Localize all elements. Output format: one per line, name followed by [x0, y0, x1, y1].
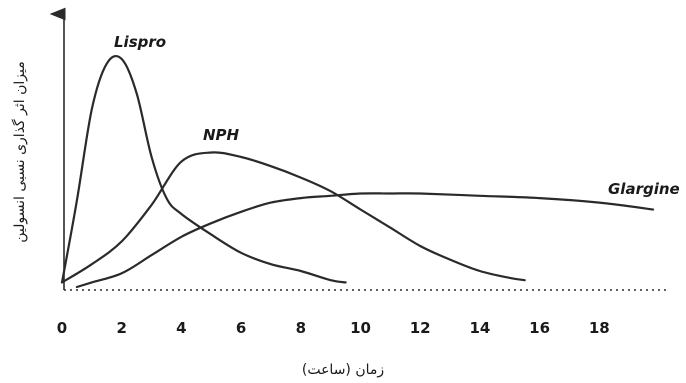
series-line-lispro [60, 54, 347, 284]
x-tick-label: 8 [296, 319, 306, 337]
x-tick-label: 12 [410, 319, 431, 337]
x-tick-label: 2 [116, 319, 126, 337]
x-tick-label: 18 [589, 319, 610, 337]
x-tick-label: 14 [469, 319, 490, 337]
x-axis-label: زمان (ساعت) [302, 362, 384, 378]
series-label-lispro: Lispro [114, 33, 166, 51]
x-tick-label: 4 [176, 319, 186, 337]
x-tick-label: 16 [529, 319, 550, 337]
series-line-glargine [75, 192, 655, 289]
series-label-nph: NPH [203, 126, 240, 144]
x-tick-labels: 0 2 4 6 8 10 12 14 16 18 [57, 319, 610, 337]
series-label-glargine: Glargine [608, 180, 680, 198]
x-tick-label: 6 [236, 319, 246, 337]
series-curves [60, 54, 655, 289]
series-line-nph [60, 151, 526, 284]
y-axis-label: میزان اثر گذاری نسبی انسولین [11, 61, 28, 243]
x-tick-label: 0 [57, 319, 67, 337]
x-tick-label: 10 [350, 319, 371, 337]
